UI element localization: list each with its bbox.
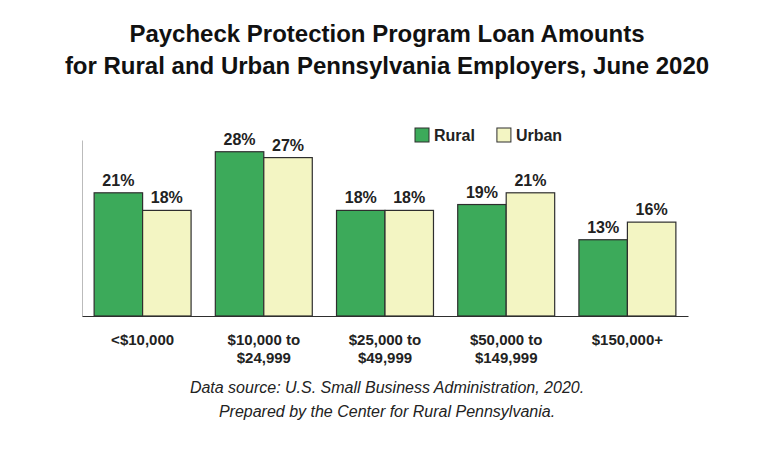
- bar: [458, 205, 506, 316]
- data-label: 27%: [272, 137, 304, 154]
- data-label: 13%: [587, 219, 619, 236]
- data-label: 18%: [151, 189, 183, 206]
- title: for Rural and Urban Pennsylvania Employe…: [65, 52, 709, 79]
- legend-swatch: [497, 128, 511, 142]
- x-tick: $10,000 to$24,999: [228, 331, 301, 366]
- x-tick: $25,000 to$49,999: [349, 331, 422, 366]
- bar: [385, 210, 433, 316]
- bar: [506, 193, 554, 316]
- data-label: 18%: [345, 189, 377, 206]
- y-axis-line: [82, 141, 83, 317]
- bar: [337, 210, 385, 316]
- legend-label: Rural: [434, 127, 475, 144]
- legend-item: Urban: [497, 127, 562, 144]
- x-tick: <$10,000: [111, 331, 174, 348]
- x-tick: $150,000+: [592, 331, 664, 348]
- legend: Rural Urban: [415, 127, 562, 144]
- data-label: 21%: [102, 172, 134, 189]
- x-tick-label: <$10,000: [111, 331, 174, 348]
- x-axis-line: [83, 316, 689, 317]
- x-tick-label: $10,000 to$24,999: [228, 331, 301, 366]
- bar: [94, 193, 142, 316]
- annotation: Data source: U.S. Small Business Adminis…: [190, 379, 584, 396]
- bars: [94, 152, 676, 316]
- x-tick-label: $150,000+: [592, 331, 664, 348]
- title: Paycheck Protection Program Loan Amounts: [129, 20, 644, 47]
- bar: [143, 210, 191, 316]
- chart: Paycheck Protection Program Loan Amounts…: [0, 0, 774, 449]
- x-tick: $50,000 to$149,999: [470, 331, 543, 366]
- data-label: 16%: [636, 201, 668, 218]
- annotation: Prepared by the Center for Rural Pennsyl…: [219, 403, 555, 420]
- legend-label: Urban: [516, 127, 562, 144]
- y-axis: [82, 141, 83, 317]
- x-axis: <$10,000 $10,000 to$24,999 $25,000 to$49,9…: [83, 317, 689, 366]
- x-tick-label: $50,000 to$149,999: [470, 331, 543, 366]
- bar: [215, 152, 263, 316]
- data-label: 28%: [224, 131, 256, 148]
- bar: [627, 222, 675, 316]
- data-label: 21%: [514, 172, 546, 189]
- bar: [579, 240, 627, 316]
- data-label: 19%: [466, 184, 498, 201]
- data-label: 18%: [393, 189, 425, 206]
- legend-swatch: [415, 128, 429, 142]
- bar: [264, 158, 312, 316]
- x-tick-label: $25,000 to$49,999: [349, 331, 422, 366]
- legend-item: Rural: [415, 127, 475, 144]
